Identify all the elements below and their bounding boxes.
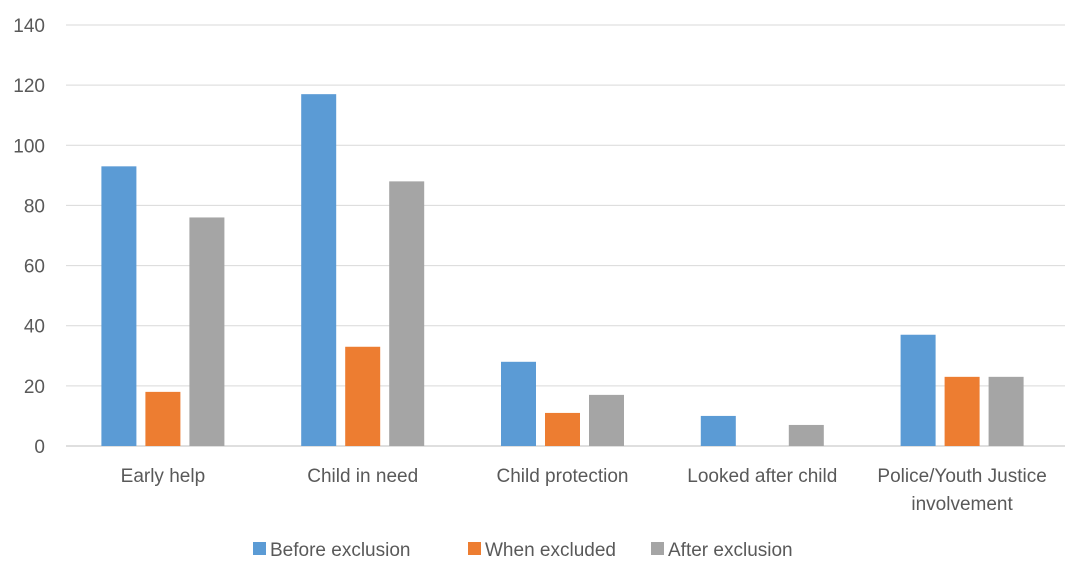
- x-category-label: Early help: [121, 466, 206, 487]
- gridlines: [66, 24, 1065, 447]
- y-tick-label: 0: [34, 437, 45, 458]
- bar-when-excluded: [145, 391, 181, 446]
- y-tick-label: 60: [24, 257, 45, 278]
- y-tick-label: 140: [13, 16, 45, 37]
- bar-before-exclusion: [101, 166, 137, 447]
- bar-before-exclusion: [301, 94, 337, 447]
- bar-after-exclusion: [988, 376, 1024, 446]
- x-category-label: Child protection: [496, 466, 628, 487]
- y-tick-label: 20: [24, 377, 45, 398]
- bar-after-exclusion: [788, 424, 824, 446]
- bar-before-exclusion: [900, 334, 936, 446]
- bar-when-excluded: [345, 346, 381, 446]
- bar-after-exclusion: [189, 217, 225, 446]
- y-tick-label: 100: [13, 136, 45, 157]
- legend-label: After exclusion: [668, 540, 793, 561]
- x-category-label: Looked after child: [687, 466, 837, 487]
- bar-when-excluded: [545, 412, 580, 446]
- y-tick-label: 120: [13, 76, 45, 97]
- y-tick-label: 40: [24, 317, 45, 338]
- x-category-label: Police/Youth Justice: [877, 466, 1046, 487]
- legend-swatch: [468, 542, 481, 555]
- legend-label: When excluded: [485, 540, 616, 561]
- bar-after-exclusion: [589, 394, 624, 446]
- bar-when-excluded: [944, 376, 980, 446]
- y-axis: 0 20 40 60 80 100 120 140: [13, 16, 45, 458]
- legend-swatch: [651, 542, 664, 555]
- bar-before-exclusion: [501, 361, 536, 446]
- legend: Before exclusion When excluded After exclu…: [253, 540, 793, 561]
- x-axis: Early help Child in need Child protection L…: [121, 466, 1047, 515]
- legend-label: Before exclusion: [270, 540, 410, 561]
- bar-after-exclusion: [389, 181, 425, 446]
- x-category-label: involvement: [911, 494, 1013, 515]
- legend-swatch: [253, 542, 266, 555]
- y-tick-label: 80: [24, 196, 45, 217]
- x-category-label: Child in need: [307, 466, 418, 487]
- bar-before-exclusion: [700, 415, 736, 446]
- bars: [101, 94, 1024, 447]
